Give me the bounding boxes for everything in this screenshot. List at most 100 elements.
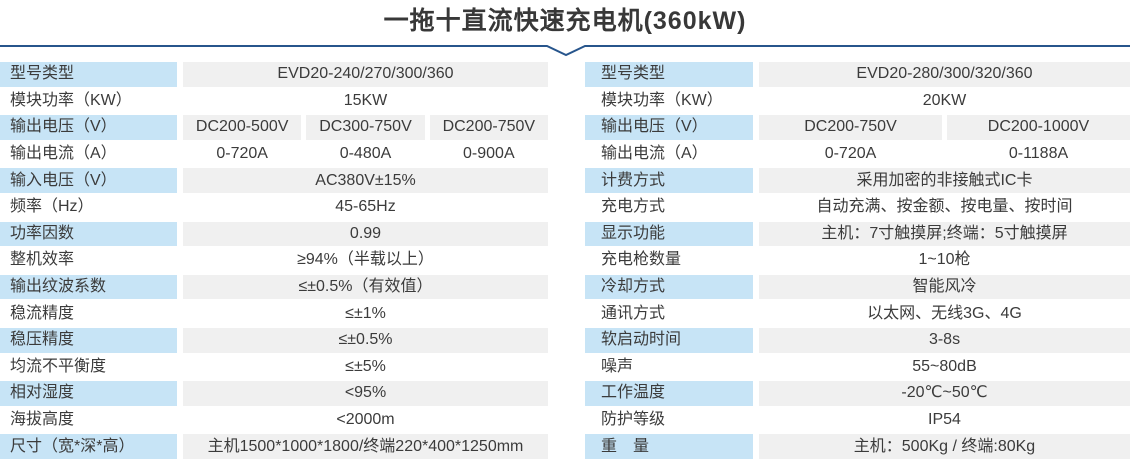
table-row: 输出电流（A） 0-720A 0-480A 0-900A (0, 142, 548, 167)
row-label: 尺寸（宽*深*高） (0, 434, 177, 459)
table-row: 型号类型 EVD20-240/270/300/360 (0, 62, 548, 87)
row-value: 0-1188A (1008, 145, 1069, 163)
row-values: DC200-500V DC300-750V DC200-750V (183, 115, 548, 140)
row-label: 模块功率（KW） (10, 91, 132, 109)
row-value: ≤±0.5%（有效值） (183, 274, 548, 300)
row-label: 输出电压（V） (585, 115, 753, 140)
row-label: 型号类型 (585, 62, 753, 87)
row-value: ≤±1% (345, 304, 386, 322)
row-values: 55~80dB (759, 355, 1130, 380)
row-values: ≥94%（半载以上） (183, 248, 548, 273)
table-row: 模块功率（KW） 15KW (0, 89, 548, 114)
table-row: 通讯方式 以太网、无线3G、4G (585, 301, 1130, 326)
row-values: AC380V±15% (183, 168, 548, 193)
row-value: DC200-1000V (947, 115, 1130, 140)
row-values: 主机1500*1000*1800/终端220*400*1250mm (183, 434, 548, 459)
row-label: 冷却方式 (585, 274, 753, 300)
page-title: 一拖十直流快速充电机(360kW) (383, 7, 747, 35)
row-value: 3-8s (759, 327, 1130, 353)
row-label: 输出纹波系数 (0, 274, 177, 300)
row-label: 计费方式 (585, 168, 753, 193)
row-value: 自动充满、按金额、按电量、按时间 (816, 198, 1073, 216)
row-values: ≤±0.5% (183, 327, 548, 353)
row-values: 20KW (759, 89, 1130, 114)
table-row: 功率因数 0.99 (0, 221, 548, 247)
table-row: 输入电压（V） AC380V±15% (0, 168, 548, 193)
table-row: 充电枪数量 1~10枪 (585, 248, 1130, 273)
table-row: 型号类型 EVD20-280/300/320/360 (585, 62, 1130, 87)
row-value: 0-900A (463, 145, 515, 163)
row-value: ≥94%（半载以上） (297, 251, 434, 269)
table-row: 频率（Hz） 45-65Hz (0, 195, 548, 220)
table-row: 稳压精度 ≤±0.5% (0, 327, 548, 353)
row-label: 充电方式 (601, 198, 666, 216)
row-values: ≤±0.5%（有效值） (183, 274, 548, 300)
row-value: ≤±5% (345, 357, 386, 375)
table-row: 输出电压（V） DC200-500V DC300-750V DC200-750V (0, 115, 548, 140)
row-values: 3-8s (759, 327, 1130, 353)
table-row: 重 量主机：500Kg / 终端:80Kg (585, 434, 1130, 459)
row-values: 智能风冷 (759, 274, 1130, 300)
row-label: 重 量 (585, 434, 753, 459)
row-label: 海拔高度 (10, 411, 75, 429)
row-label: 通讯方式 (601, 304, 666, 322)
row-value: -20℃~50℃ (759, 381, 1130, 406)
row-label: 输出电流（A） (601, 145, 708, 163)
row-value: EVD20-240/270/300/360 (183, 62, 548, 87)
row-values: 主机：500Kg / 终端:80Kg (759, 434, 1130, 459)
row-label: 工作温度 (585, 381, 753, 406)
table-row: 输出电流（A） 0-720A 0-1188A (585, 142, 1130, 167)
row-label: 输出电流（A） (10, 145, 117, 163)
row-label: 功率因数 (0, 221, 177, 247)
row-label: 充电枪数量 (601, 251, 682, 269)
row-label: 模块功率（KW） (601, 91, 723, 109)
row-label: 均流不平衡度 (10, 357, 107, 375)
spec-table-right: 型号类型 EVD20-280/300/320/360 模块功率（KW） 20KW 输出电… (585, 62, 1130, 459)
table-row: 输出电压（V） DC200-750V DC200-1000V (585, 115, 1130, 140)
row-value: 20KW (922, 91, 967, 109)
row-label: 相对湿度 (0, 381, 177, 406)
row-value: 主机：7寸触摸屏;终端：5寸触摸屏 (759, 221, 1130, 247)
row-values: EVD20-280/300/320/360 (759, 62, 1130, 87)
row-label: 输入电压（V） (0, 168, 177, 193)
row-values: IP54 (759, 408, 1130, 433)
row-value: DC200-750V (429, 115, 548, 140)
table-row: 海拔高度 <2000m (0, 408, 548, 433)
row-value: AC380V±15% (183, 168, 548, 193)
row-values: 采用加密的非接触式IC卡 (759, 168, 1130, 193)
row-value: 0-480A (339, 145, 392, 163)
row-value: IP54 (928, 411, 961, 429)
table-row: 软启动时间 3-8s (585, 327, 1130, 353)
row-label: 频率（Hz） (10, 198, 94, 216)
row-value: DC300-750V (306, 115, 425, 140)
row-label: 软启动时间 (585, 327, 753, 353)
table-row: 整机效率 ≥94%（半载以上） (0, 248, 548, 273)
row-label: 输出电压（V） (0, 115, 177, 140)
table-row: 输出纹波系数 ≤±0.5%（有效值） (0, 274, 548, 300)
table-row: 相对湿度 <95% (0, 381, 548, 406)
row-value: 0.99 (183, 221, 548, 247)
row-value: 主机1500*1000*1800/终端220*400*1250mm (183, 434, 548, 459)
row-values: DC200-750V DC200-1000V (759, 115, 1130, 140)
row-values: -20℃~50℃ (759, 381, 1130, 406)
row-label: 整机效率 (10, 251, 75, 269)
table-row: 冷却方式 智能风冷 (585, 274, 1130, 300)
row-value: 1~10枪 (918, 251, 971, 269)
table-row: 噪声 55~80dB (585, 355, 1130, 380)
row-label: 型号类型 (0, 62, 177, 87)
row-value: 0-720A (216, 145, 268, 163)
row-values: 以太网、无线3G、4G (759, 301, 1130, 326)
divider-line (0, 45, 1130, 57)
row-value: 45-65Hz (335, 198, 396, 216)
row-value: 智能风冷 (759, 274, 1130, 300)
row-values: 15KW (183, 89, 548, 114)
row-values: 0.99 (183, 221, 548, 247)
row-label: 防护等级 (601, 411, 666, 429)
row-value: ≤±0.5% (183, 327, 548, 353)
table-row: 尺寸（宽*深*高） 主机1500*1000*1800/终端220*400*1250… (0, 434, 548, 459)
spec-table-left: 型号类型 EVD20-240/270/300/360 模块功率（KW） 15KW 输出电… (0, 62, 548, 459)
row-value: 以太网、无线3G、4G (867, 304, 1022, 322)
row-label: 稳流精度 (10, 304, 75, 322)
row-values: 0-720A 0-1188A (759, 142, 1130, 167)
